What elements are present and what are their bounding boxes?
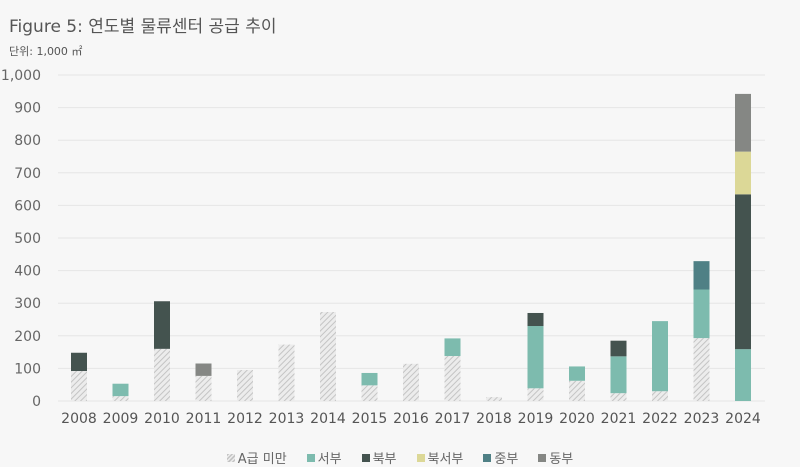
bar-segment: [569, 366, 585, 381]
legend: A급 미만 서부 북부 북서부 중부 동부: [0, 448, 800, 467]
bar-segment: [735, 93, 751, 152]
legend-label: A급 미만: [237, 452, 287, 467]
bar-segment: [735, 151, 751, 195]
legend-item: 동부: [538, 448, 573, 467]
bar-segment: [527, 326, 544, 389]
bar-segment: [693, 261, 710, 290]
x-tick-label: 2024: [725, 411, 761, 427]
legend-label: 동부: [549, 452, 574, 467]
x-tick-label: 2009: [103, 411, 139, 427]
bar-segment: [444, 338, 461, 357]
legend-label: 북서부: [427, 452, 464, 467]
bar-segment: [610, 340, 627, 357]
x-tick-label: 2016: [393, 411, 429, 427]
x-tick-label: 2015: [352, 411, 388, 427]
legend-swatch: [226, 454, 235, 462]
bar-segment: [154, 301, 170, 349]
bar-segment: [112, 383, 129, 397]
bar-segment: [652, 321, 668, 392]
y-tick-label: 1,000: [1, 68, 41, 84]
bar-segment: [195, 363, 212, 376]
x-tick-label: 2017: [435, 411, 471, 427]
bar-segment: [278, 344, 295, 401]
y-tick-label: 100: [14, 361, 41, 377]
bar-segment: [361, 372, 378, 386]
x-tick-label: 2008: [61, 411, 97, 427]
x-tick-label: 2022: [642, 411, 678, 427]
y-tick-label: 400: [14, 264, 41, 280]
bar-segment: [154, 348, 170, 401]
bar-segment: [320, 312, 336, 401]
legend-item: A급 미만: [226, 448, 287, 467]
x-tick-label: 2013: [269, 411, 305, 427]
legend-label: 중부: [494, 452, 519, 467]
x-tick-label: 2010: [144, 411, 180, 427]
y-tick-label: 0: [32, 394, 41, 410]
y-tick-label: 800: [14, 133, 41, 149]
bar-segment: [569, 380, 585, 401]
legend-swatch: [361, 454, 370, 462]
legend-item: 서부: [306, 448, 342, 467]
bar-segment: [527, 312, 544, 327]
bar-segment: [237, 370, 253, 401]
bar-segment: [527, 388, 544, 401]
legend-label: 북부: [372, 452, 397, 467]
bar-segment: [195, 375, 212, 401]
x-tick-label: 2019: [518, 411, 554, 427]
bar-segment: [693, 289, 710, 339]
y-tick-label: 500: [14, 231, 41, 247]
bar-segment: [486, 397, 502, 401]
y-tick-label: 300: [14, 296, 41, 312]
legend-item: 북서부: [416, 448, 464, 467]
y-tick-label: 900: [14, 101, 41, 117]
bar-segment: [652, 391, 668, 401]
bar-segment: [403, 363, 419, 401]
x-tick-label: 2020: [559, 411, 595, 427]
bar-segment: [71, 371, 87, 401]
x-tick-label: 2018: [476, 411, 512, 427]
bar-segment: [693, 338, 710, 401]
y-tick-label: 200: [14, 329, 41, 345]
bar-segment: [735, 194, 751, 350]
bar-segment: [112, 396, 129, 401]
bar-segment: [610, 356, 627, 394]
legend-swatch: [538, 454, 547, 462]
stacked-bar-chart: 0 100 200 300 400 500 600 700 800 900 1,000 2008 200…: [1, 68, 765, 427]
x-tick-label: 2014: [310, 411, 346, 427]
legend-swatch: [416, 454, 425, 462]
legend-label: 서부: [317, 452, 342, 467]
chart-title: Figure 5: 연도별 물류센터 공급 추이: [9, 17, 277, 37]
unit-label: 단위: 1,000 ㎡: [9, 45, 83, 58]
legend-swatch: [306, 454, 315, 462]
x-tick-label: 2021: [601, 411, 637, 427]
y-tick-label: 700: [14, 166, 41, 182]
bar-segment: [735, 349, 751, 401]
x-tick-label: 2012: [227, 411, 263, 427]
bar-segment: [444, 356, 461, 401]
bar-segment: [361, 385, 378, 401]
y-tick-label: 600: [14, 198, 41, 214]
x-tick-label: 2011: [186, 411, 222, 427]
bar-segment: [71, 352, 87, 372]
legend-item: 중부: [483, 448, 518, 467]
x-tick-label: 2023: [684, 411, 720, 427]
bar-segment: [610, 393, 627, 401]
legend-swatch: [483, 454, 492, 462]
legend-item: 북부: [361, 448, 397, 467]
